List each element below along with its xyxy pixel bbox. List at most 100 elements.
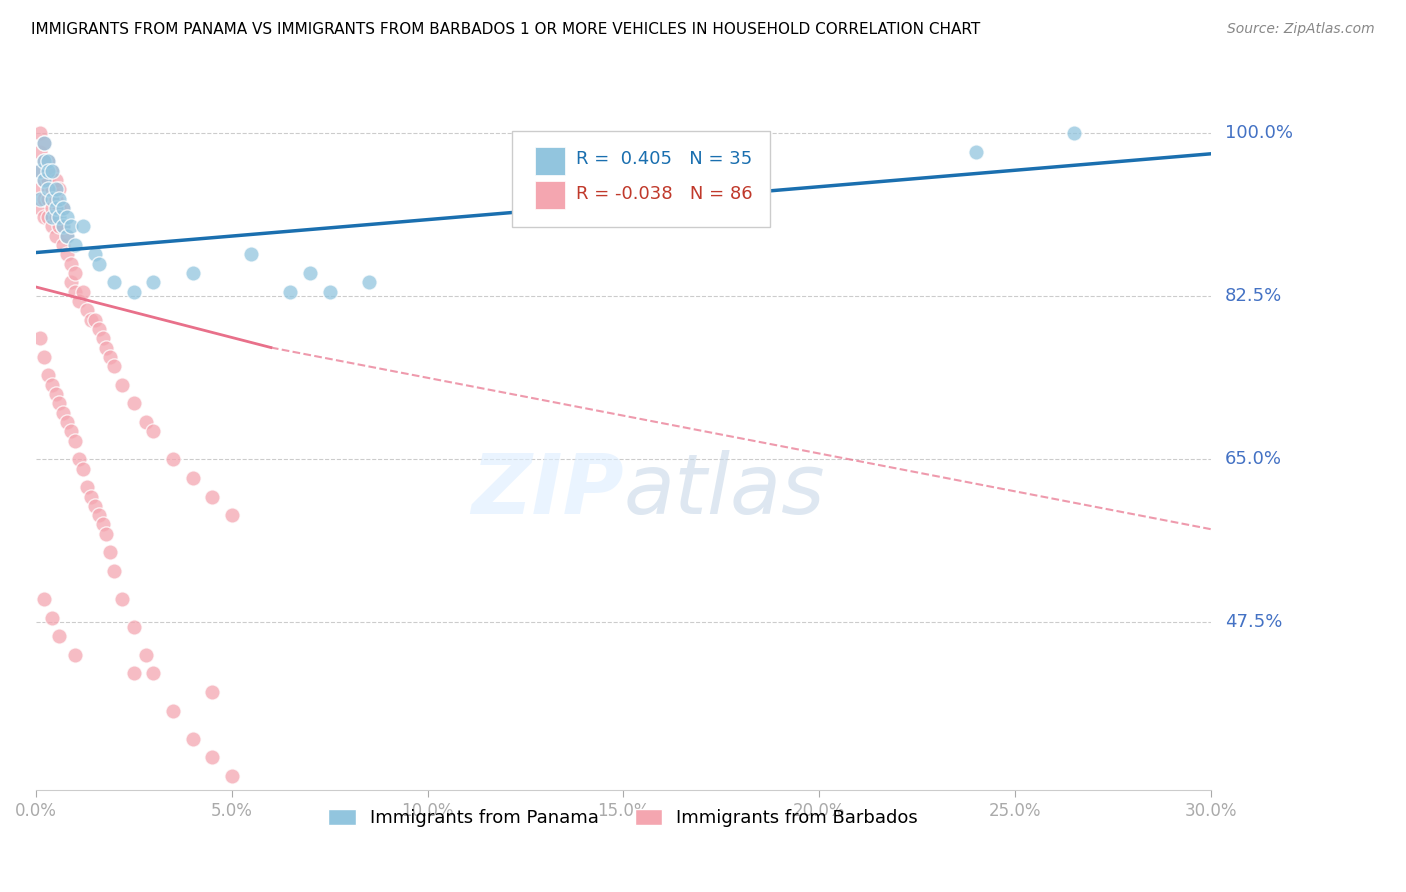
Point xyxy=(44,387,66,401)
Point xyxy=(60,276,83,290)
Point xyxy=(122,666,145,681)
Point xyxy=(28,145,51,159)
Point xyxy=(48,182,70,196)
Point xyxy=(32,210,55,224)
Point xyxy=(37,368,59,383)
Point xyxy=(162,452,184,467)
Point xyxy=(98,545,121,559)
Point xyxy=(52,238,75,252)
Point xyxy=(76,303,98,318)
Point xyxy=(41,163,63,178)
Point xyxy=(37,210,59,224)
Point xyxy=(72,219,94,234)
Point xyxy=(37,173,59,187)
Point xyxy=(91,331,114,345)
Point xyxy=(280,285,302,299)
Point xyxy=(142,425,165,439)
Point xyxy=(83,312,105,326)
Point xyxy=(80,312,103,326)
FancyBboxPatch shape xyxy=(512,131,770,227)
Point xyxy=(181,266,204,280)
Text: IMMIGRANTS FROM PANAMA VS IMMIGRANTS FROM BARBADOS 1 OR MORE VEHICLES IN HOUSEHO: IMMIGRANTS FROM PANAMA VS IMMIGRANTS FRO… xyxy=(31,22,980,37)
Point xyxy=(87,257,110,271)
Point xyxy=(41,219,63,234)
Point xyxy=(37,154,59,169)
Point xyxy=(37,163,59,178)
Point xyxy=(41,210,63,224)
Point xyxy=(318,285,340,299)
Point xyxy=(142,276,165,290)
Point xyxy=(41,182,63,196)
Point xyxy=(52,219,75,234)
Point xyxy=(72,285,94,299)
Point xyxy=(48,396,70,410)
Text: R = -0.038   N = 86: R = -0.038 N = 86 xyxy=(576,185,754,202)
Point xyxy=(28,163,51,178)
Point xyxy=(44,173,66,187)
Point xyxy=(32,192,55,206)
Point xyxy=(28,331,51,345)
Point xyxy=(201,490,224,504)
Point xyxy=(41,377,63,392)
Point xyxy=(299,266,322,280)
Point xyxy=(28,192,51,206)
Point xyxy=(67,293,90,308)
Point xyxy=(63,434,86,448)
Point xyxy=(142,666,165,681)
Point xyxy=(111,592,134,607)
Text: ZIP: ZIP xyxy=(471,450,623,531)
Point xyxy=(48,219,70,234)
Text: 100.0%: 100.0% xyxy=(1225,124,1292,143)
Point xyxy=(87,322,110,336)
Point xyxy=(60,425,83,439)
Point xyxy=(44,210,66,224)
Point xyxy=(63,648,86,662)
Point xyxy=(28,163,51,178)
Point xyxy=(122,620,145,634)
Point xyxy=(32,592,55,607)
Point xyxy=(56,228,79,243)
Point xyxy=(41,192,63,206)
Point xyxy=(56,415,79,429)
Point xyxy=(48,629,70,643)
Point xyxy=(63,238,86,252)
Point xyxy=(32,154,55,169)
Point xyxy=(44,228,66,243)
Point xyxy=(201,685,224,699)
Point xyxy=(98,350,121,364)
Point xyxy=(32,173,55,187)
Point xyxy=(76,480,98,494)
Point xyxy=(111,377,134,392)
Point xyxy=(52,201,75,215)
Text: 82.5%: 82.5% xyxy=(1225,287,1282,305)
Point xyxy=(122,285,145,299)
Point xyxy=(56,228,79,243)
Point xyxy=(1063,126,1085,140)
Point xyxy=(56,247,79,261)
Point xyxy=(52,219,75,234)
Point xyxy=(135,415,157,429)
Point xyxy=(48,210,70,224)
Point xyxy=(28,126,51,140)
Point xyxy=(44,201,66,215)
Point xyxy=(83,247,105,261)
Point xyxy=(28,182,51,196)
Point xyxy=(60,257,83,271)
Point xyxy=(32,136,55,150)
Point xyxy=(135,648,157,662)
Point xyxy=(87,508,110,523)
Point xyxy=(162,704,184,718)
Legend: Immigrants from Panama, Immigrants from Barbados: Immigrants from Panama, Immigrants from … xyxy=(321,802,925,834)
Point xyxy=(60,219,83,234)
Point xyxy=(221,508,243,523)
Point xyxy=(28,201,51,215)
Point xyxy=(56,210,79,224)
Point xyxy=(48,201,70,215)
Point xyxy=(201,750,224,764)
Point xyxy=(37,182,59,196)
Point xyxy=(72,461,94,475)
Point xyxy=(96,341,118,355)
Point xyxy=(52,406,75,420)
Point xyxy=(221,769,243,783)
Point xyxy=(41,610,63,624)
